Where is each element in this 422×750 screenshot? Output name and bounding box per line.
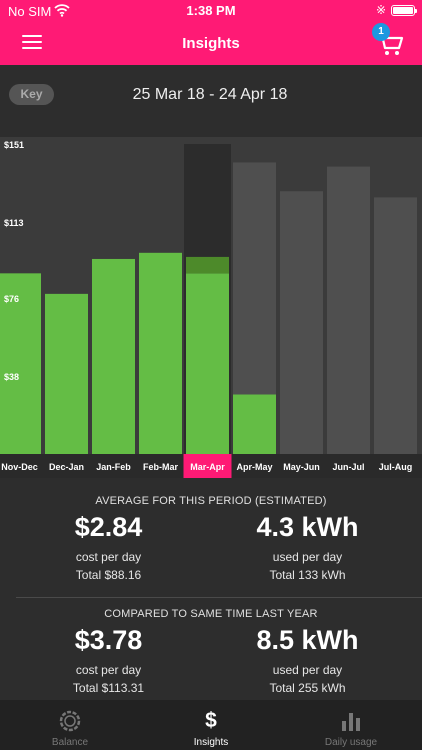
x-tick-label: Jun-Jul	[332, 462, 364, 472]
x-tick-label: May-Jun	[283, 462, 320, 472]
bar-nov-dec-s0	[0, 273, 41, 454]
period-cost: $2.84 cost per day Total $88.16	[3, 512, 214, 582]
bar-jan-feb-s0	[92, 258, 135, 454]
tab-insights[interactable]: $ Insights	[141, 700, 281, 750]
tab-insights-label: Insights	[193, 737, 229, 748]
last-year-usage-label: used per day	[272, 663, 343, 677]
last-year-cost: $3.78 cost per day Total $113.31	[3, 625, 214, 695]
usage-chart: $151 $113 $76 $38 Nov-Dec Dec-Jan Jan-Feb Feb-M…	[0, 137, 422, 478]
x-tick-label: Jan-Feb	[96, 462, 131, 472]
y-tick-label: $76	[4, 294, 19, 304]
status-bar: No SIM 1:38 PM ※	[0, 0, 422, 22]
x-tick-label: Dec-Jan	[49, 462, 84, 472]
last-year-cost-value: $3.78	[74, 625, 143, 655]
y-tick-label: $38	[4, 372, 19, 382]
date-range: 25 Mar 18 - 24 Apr 18	[132, 86, 288, 103]
tab-bar: Balance $ Insights Daily usage	[0, 700, 422, 750]
x-tick-label: Jul-Aug	[379, 462, 413, 472]
period-title: AVERAGE FOR THIS PERIOD (ESTIMATED)	[95, 495, 327, 507]
last-year-usage-value: 8.5 kWh	[256, 625, 359, 655]
bar-mar-apr-s1	[186, 256, 229, 274]
x-tick-label: Apr-May	[236, 462, 272, 472]
period-usage-label: used per day	[272, 550, 343, 564]
last-year-summary: COMPARED TO SAME TIME LAST YEAR $3.78 co…	[0, 598, 422, 700]
page-title: Insights	[182, 35, 240, 52]
bluetooth-icon: ※	[376, 3, 387, 17]
period-cost-value: $2.84	[74, 512, 143, 542]
balance-ring-icon	[59, 710, 81, 732]
cart-badge: 1	[372, 23, 390, 41]
carrier-label: No SIM	[8, 4, 52, 19]
bar-mar-apr-s0	[186, 273, 229, 454]
period-header: Key 25 Mar 18 - 24 Apr 18	[0, 65, 422, 137]
bar-chart-icon	[342, 713, 360, 731]
bar-dec-jan-s0	[45, 293, 88, 454]
y-tick-label: $151	[4, 140, 24, 150]
period-summary: AVERAGE FOR THIS PERIOD (ESTIMATED) $2.8…	[0, 478, 422, 596]
period-cost-total: Total $88.16	[75, 568, 142, 582]
period-usage-value: 4.3 kWh	[256, 512, 359, 542]
bar-jul-aug-s2	[374, 197, 417, 454]
bar-apr-may-s2	[233, 162, 276, 395]
tab-daily-usage-label: Daily usage	[324, 737, 378, 748]
tab-daily-usage[interactable]: Daily usage	[281, 700, 421, 750]
clock: 1:38 PM	[186, 3, 236, 18]
x-tick-label: Nov-Dec	[1, 462, 38, 472]
bar-jun-jul-s2	[327, 166, 370, 455]
bar-may-jun-s2	[280, 191, 323, 454]
last-year-usage-total: Total 255 kWh	[269, 681, 346, 695]
period-usage-total: Total 133 kWh	[269, 568, 346, 582]
bar-apr-may-s0	[233, 394, 276, 454]
last-year-cost-total: Total $113.31	[72, 681, 145, 695]
hamburger-menu-icon[interactable]	[22, 35, 42, 51]
x-tick-label: Mar-Apr	[190, 462, 225, 472]
y-tick-label: $113	[4, 218, 24, 228]
tab-balance[interactable]: Balance	[0, 700, 140, 750]
bar-feb-mar-s0	[139, 252, 182, 454]
tab-balance-label: Balance	[51, 737, 89, 748]
dollar-icon: $	[205, 709, 217, 732]
x-tick-label: Feb-Mar	[143, 462, 179, 472]
last-year-usage: 8.5 kWh used per day Total 255 kWh	[202, 625, 413, 695]
period-cost-label: cost per day	[75, 550, 142, 564]
chart-svg: $151 $113 $76 $38 Nov-Dec Dec-Jan Jan-Feb Feb-M…	[0, 137, 422, 478]
period-usage: 4.3 kWh used per day Total 133 kWh	[202, 512, 413, 582]
selected-category-tab	[183, 454, 232, 478]
section-divider	[16, 597, 422, 598]
battery-icon	[391, 5, 417, 16]
key-button[interactable]: Key	[9, 84, 54, 105]
last-year-cost-label: cost per day	[75, 663, 142, 677]
last-year-title: COMPARED TO SAME TIME LAST YEAR	[104, 608, 318, 620]
nav-bar: Insights 1	[0, 22, 422, 65]
wifi-icon	[54, 4, 70, 17]
